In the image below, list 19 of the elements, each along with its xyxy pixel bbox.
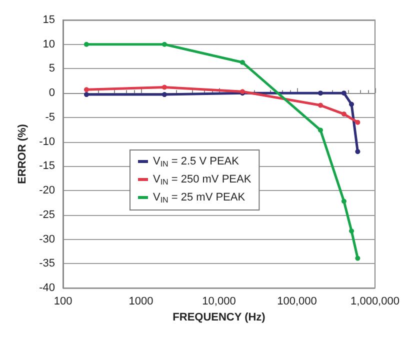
x-tick-label: 1000 [128,296,154,308]
y-tick-label: -10 [39,136,55,148]
y-tick-label: 10 [42,38,55,50]
x-tick-label: 10,000 [202,296,236,308]
x-tick-label: 1,000,000 [350,296,400,308]
x-tick-label: 100,000 [277,296,317,308]
y-tick-label: -25 [39,208,55,221]
y-tick-label: 0 [48,87,55,100]
x-axis-title: FREQUENCY (Hz) [172,311,266,324]
y-tick-label: 15 [42,14,55,26]
y-tick-label: -5 [45,111,55,124]
y-axis-title: ERROR (%) [16,124,29,184]
y-tick-label: -35 [39,258,55,270]
y-tick-label: 5 [48,62,55,75]
y-tick-label: -20 [39,184,55,197]
x-tick-label: 100 [54,296,72,308]
y-tick-label: -15 [39,160,55,172]
y-tick-label: -30 [39,233,55,246]
y-tick-label: -40 [39,282,55,294]
